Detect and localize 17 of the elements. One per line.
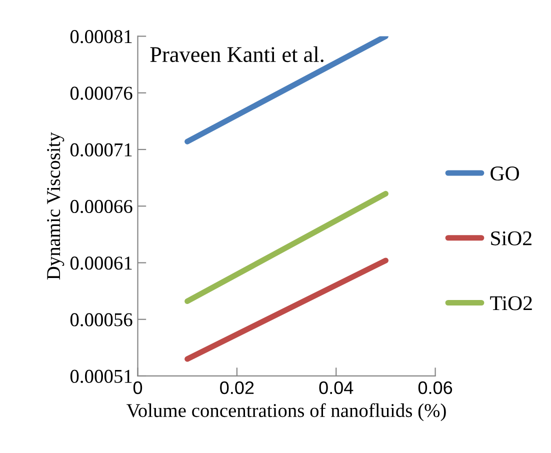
annotation: Praveen Kanti et al. [150,46,324,62]
x-tick-label: 0.04 [319,381,354,394]
legend-label: TiO2 [490,296,532,310]
y-axis-title: Dynamic Viscosity [47,132,64,280]
x-tick-label: 0.06 [418,381,452,394]
y-tick-label: 0.00061 [70,256,132,270]
legend-label: GO [490,166,519,181]
y-tick-label: 0.00066 [70,200,132,214]
y-tick-label: 0.00051 [70,370,132,384]
y-tick-label: 0.00071 [70,143,132,157]
legend-label: SiO2 [491,231,532,246]
y-tick-label: 0.00081 [70,30,132,44]
y-tick-label: 0.00076 [70,86,132,100]
x-tick-label: 0.02 [220,381,254,394]
x-tick-label: 0 [133,381,142,394]
x-axis-title: Volume concentrations of nanofluids (%) [126,403,446,422]
y-tick-label: 0.00056 [70,313,132,326]
